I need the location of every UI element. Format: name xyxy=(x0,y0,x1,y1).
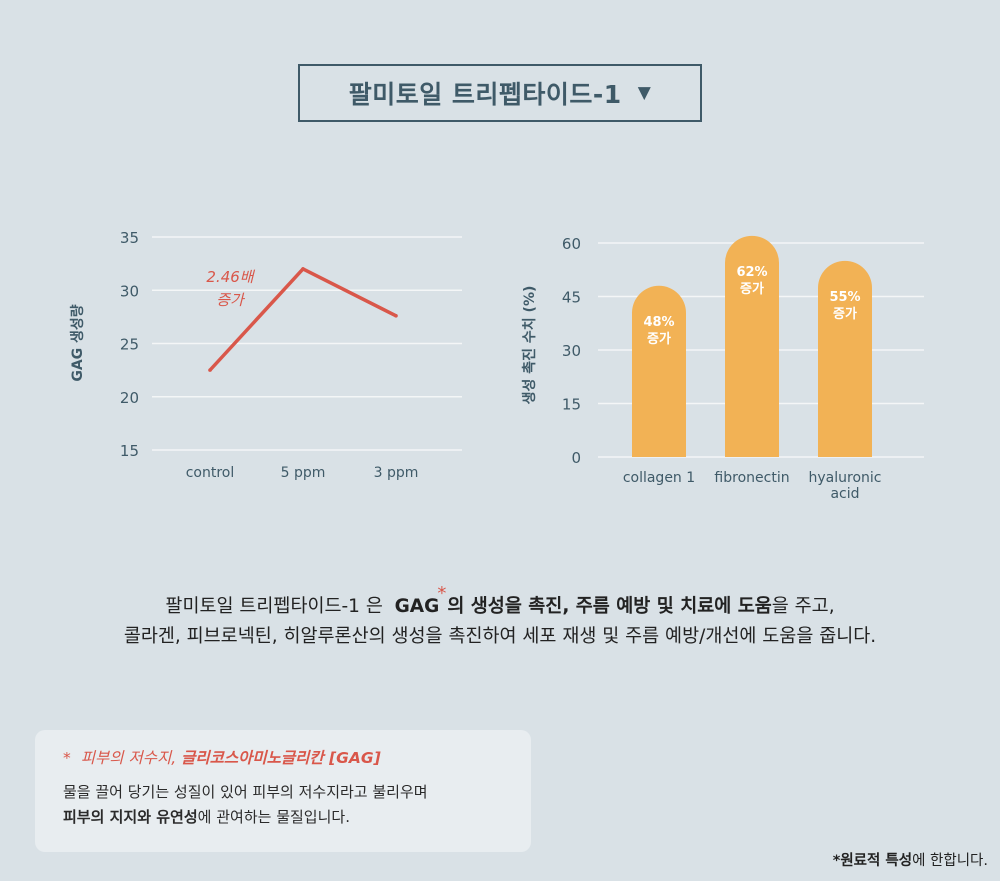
data-point xyxy=(301,267,305,271)
annotation-ratio: 2.46배 xyxy=(206,268,255,286)
x-tick-label: acid xyxy=(830,486,859,502)
bar-value-sublabel: 증가 xyxy=(833,307,857,322)
footnote-bold: *원료적 특성 xyxy=(832,853,913,869)
bar xyxy=(632,285,686,457)
bar-value-label: 62% xyxy=(736,265,767,280)
note-body: 물을 끌어 당기는 성질이 있어 피부의 저수지라고 불리우며 피부의 지지와 … xyxy=(63,780,503,830)
bar-value-label: 48% xyxy=(643,315,674,330)
x-tick-label: control xyxy=(186,465,235,481)
bar xyxy=(725,235,779,457)
y-tick-label: 60 xyxy=(562,235,581,253)
caret-down-icon: ▼ xyxy=(637,83,652,103)
y-tick-label: 35 xyxy=(120,229,139,247)
production-bar-chart: 0 15 30 45 60 48% 증가 collagen 1 62% 증가 fibronectin… xyxy=(521,235,924,502)
bar xyxy=(818,260,872,457)
footnote-rest: 에 한합니다. xyxy=(912,853,988,869)
data-point xyxy=(208,368,212,372)
desc-text-c: 을 주고, xyxy=(771,596,835,618)
ingredient-dropdown[interactable]: 팔미토일 트리펩타이드-1 ▼ xyxy=(298,64,702,122)
description-line-1: 팔미토일 트리펩타이드-1 은 GAG*의 생성을 촉진, 주름 예방 및 치료… xyxy=(0,583,1000,622)
x-tick-label: 5 ppm xyxy=(281,465,326,481)
y-tick-label: 30 xyxy=(120,282,139,300)
bar-value-label: 55% xyxy=(829,290,860,305)
bar-value-sublabel: 증가 xyxy=(740,282,764,297)
annotation-increase: 증가 xyxy=(216,291,246,309)
desc-gag: GAG xyxy=(394,596,440,618)
gag-line-chart: 15 20 25 30 35 control 5 ppm 3 ppm GAG 생성량 2.46배증… xyxy=(70,229,462,481)
y-tick-label: 45 xyxy=(562,289,581,307)
note-line-2-bold: 피부의 지지와 유연성 xyxy=(63,808,198,826)
note-title-prefix: 피부의 저수지, xyxy=(80,749,182,767)
desc-star: * xyxy=(437,583,447,604)
desc-text-a: 팔미토일 트리펩타이드-1 은 xyxy=(165,596,389,618)
x-tick-label: collagen 1 xyxy=(623,470,695,486)
y-tick-label: 15 xyxy=(562,396,581,414)
description-line-2: 콜라겐, 피브로넥틴, 히알루론산의 생성을 촉진하여 세포 재생 및 주름 예… xyxy=(123,626,877,648)
note-line-2: 피부의 지지와 유연성에 관여하는 물질입니다. xyxy=(63,805,503,830)
y-axis-label: GAG 생성량 xyxy=(70,304,86,381)
bar-value-sublabel: 증가 xyxy=(647,332,671,347)
note-title-term: 글리코스아미노글리칸 [GAG] xyxy=(181,749,381,767)
note-title: * 피부의 저수지, 글리코스아미노글리칸 [GAG] xyxy=(63,746,503,768)
desc-bold: 의 생성을 촉진, 주름 예방 및 치료에 도움 xyxy=(447,596,772,618)
description: 팔미토일 트리펩타이드-1 은 GAG*의 생성을 촉진, 주름 예방 및 치료… xyxy=(0,583,1000,652)
y-tick-label: 0 xyxy=(571,449,581,467)
y-tick-label: 30 xyxy=(562,342,581,360)
y-tick-label: 25 xyxy=(120,336,139,354)
x-tick-label: fibronectin xyxy=(714,470,789,486)
x-tick-label: 3 ppm xyxy=(374,465,419,481)
ingredient-title: 팔미토일 트리펩타이드-1 xyxy=(348,80,622,109)
x-tick-label: hyaluronic xyxy=(809,470,882,486)
footnote: *원료적 특성에 한합니다. xyxy=(833,849,988,870)
data-point xyxy=(394,314,398,318)
note-line-2-rest: 에 관여하는 물질입니다. xyxy=(197,808,350,826)
y-axis-label: 생성 촉진 수치 (%) xyxy=(521,286,538,405)
gag-note-box: * 피부의 저수지, 글리코스아미노글리칸 [GAG] 물을 끌어 당기는 성질이… xyxy=(35,730,531,852)
note-line-1: 물을 끌어 당기는 성질이 있어 피부의 저수지라고 불리우며 xyxy=(63,783,428,801)
note-star-icon: * xyxy=(63,749,71,767)
y-tick-label: 20 xyxy=(120,389,139,407)
y-tick-label: 15 xyxy=(120,442,139,460)
